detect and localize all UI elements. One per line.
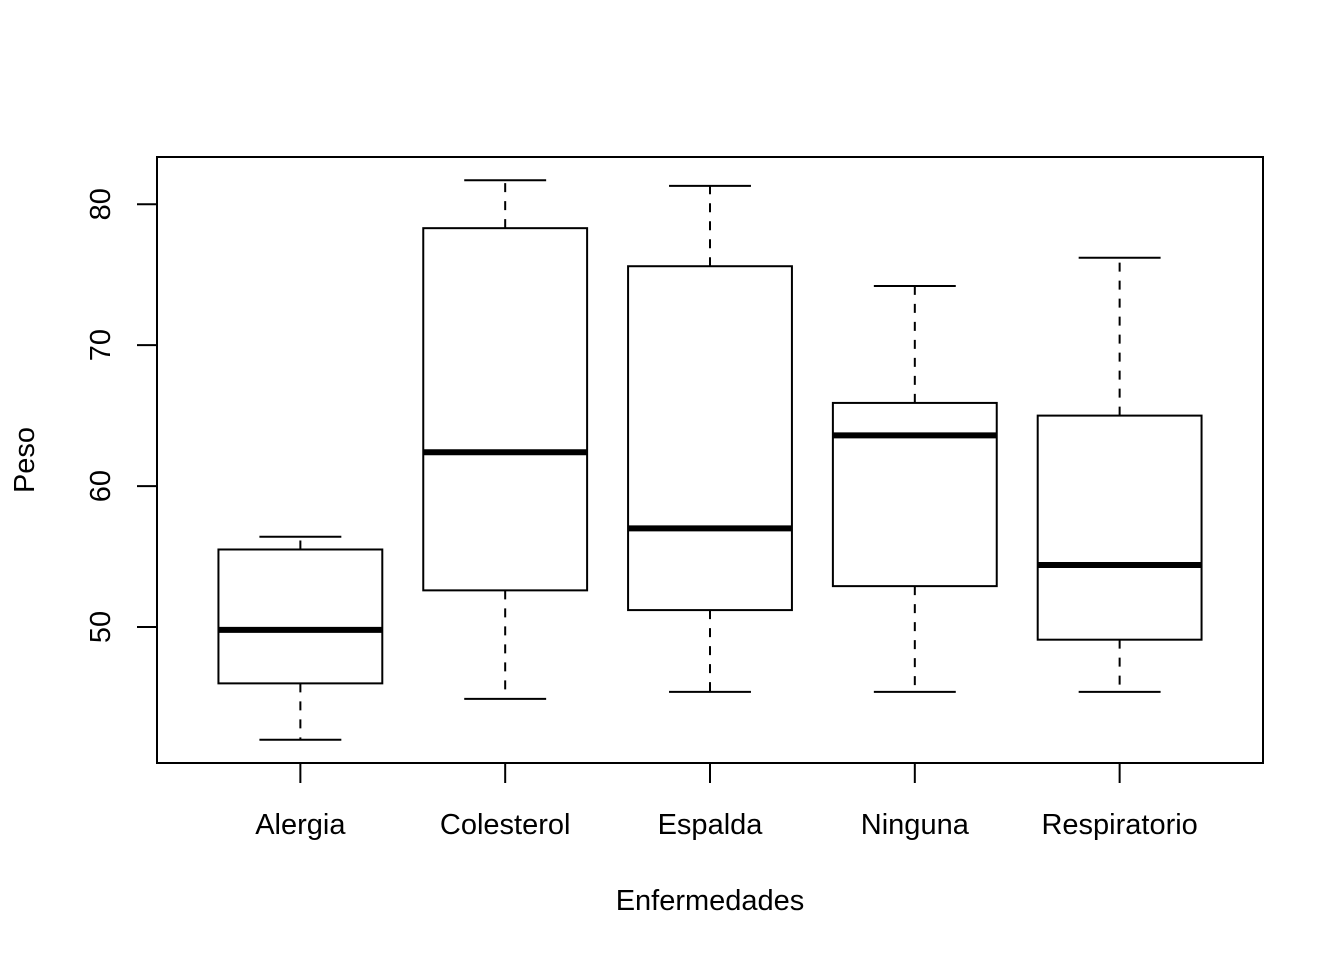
y-tick-label: 50 <box>85 611 117 643</box>
box-iqr <box>1036 414 1203 641</box>
box-group <box>217 535 384 741</box>
box-iqr <box>831 401 998 588</box>
y-tick-label: 80 <box>85 188 117 220</box>
y-tick-label: 60 <box>85 470 117 502</box>
x-axis-title: Enfermedades <box>616 885 805 917</box>
box-iqr <box>422 227 589 592</box>
box-group <box>1036 256 1203 693</box>
x-tick-label: Alergia <box>255 809 346 841</box>
box-group <box>422 179 589 700</box>
boxes <box>217 179 1203 741</box>
y-axis: 50 60 70 80 <box>85 188 158 643</box>
x-tick-label: Respiratorio <box>1041 809 1197 841</box>
box-group <box>831 284 998 693</box>
x-tick-label: Ninguna <box>861 809 970 841</box>
y-tick-label: 70 <box>85 329 117 361</box>
box-group <box>627 184 793 693</box>
y-axis-title: Peso <box>9 427 41 493</box>
box-iqr <box>627 265 793 612</box>
x-tick-label: Colesterol <box>440 809 571 841</box>
x-axis: Alergia Colesterol Espalda Ninguna Respirato… <box>255 762 1198 841</box>
box-iqr <box>217 548 384 685</box>
x-tick-label: Espalda <box>658 809 764 841</box>
